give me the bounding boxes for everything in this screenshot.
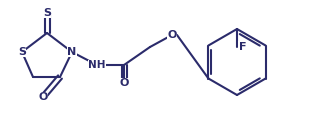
Text: O: O	[167, 30, 177, 40]
Text: S: S	[18, 47, 26, 57]
Text: O: O	[119, 78, 129, 88]
Text: F: F	[239, 42, 246, 52]
Text: O: O	[38, 92, 48, 102]
Text: N: N	[67, 47, 76, 57]
Text: NH: NH	[88, 60, 106, 70]
Text: S: S	[43, 8, 51, 18]
